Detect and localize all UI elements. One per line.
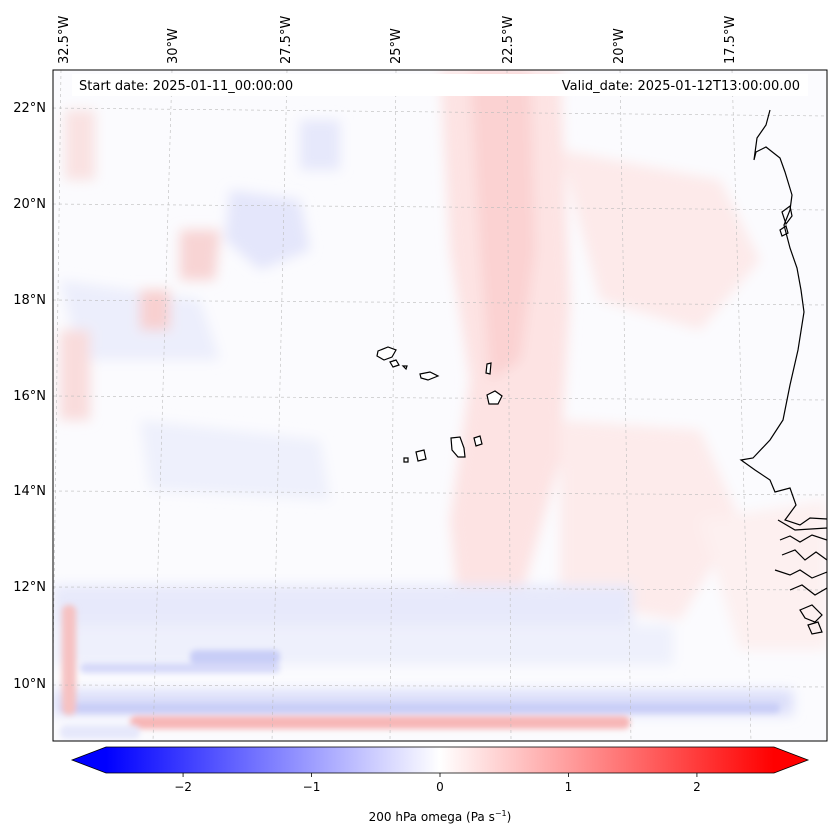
lat-label-18n: 18°N [13, 293, 46, 308]
island-santo-antao [376, 346, 397, 361]
valid-date-label: Valid_date: 2025-01-12T13:00:00.00 [562, 79, 800, 94]
lat-label-14n: 14°N [13, 484, 46, 499]
start-date-box [72, 74, 318, 96]
map-panel: Start date: 2025-01-11_00:00:00 Valid_da… [53, 70, 827, 741]
map-frame [52, 69, 828, 742]
colorbar-title: 200 hPa omega (Pa s−1) [369, 809, 512, 824]
omega-field-detail [60, 605, 780, 739]
colorbar-tick-label: 1 [565, 780, 573, 794]
lon-label-20w: 20°W [612, 28, 627, 64]
lat-label-22n: 22°N [13, 101, 46, 116]
island-santiago [450, 436, 466, 458]
island-fogo [415, 449, 427, 462]
lat-label-16n: 16°N [13, 389, 46, 404]
island-santa-luzia [401, 365, 408, 371]
island-maio [473, 435, 483, 447]
colorbar-tick-label: 2 [693, 780, 701, 794]
colorbar-tick-label: 0 [436, 780, 444, 794]
island-sao-nicolau [419, 371, 440, 381]
start-date-label: Start date: 2025-01-11_00:00:00 [79, 79, 293, 94]
colorbar: −2 −1 0 1 2 200 hPa omega (Pa s−1) [70, 746, 810, 824]
lon-label-32-5w: 32.5°W [57, 16, 72, 64]
lon-label-22-5w: 22.5°W [501, 16, 516, 64]
valid-date-box [318, 74, 808, 96]
longitude-labels: 32.5°W 30°W 27.5°W 25°W 22.5°W 20°W 17.5… [57, 16, 738, 64]
africa-coastline [739, 109, 827, 635]
omega-field [53, 70, 827, 715]
island-boa-vista [486, 390, 503, 405]
lon-label-17-5w: 17.5°W [723, 16, 738, 64]
colorbar-outline [70, 746, 810, 774]
colorbar-min-extend [72, 747, 106, 773]
lon-label-30w: 30°W [166, 28, 181, 64]
cape-verde-islands [376, 346, 503, 463]
colorbar-tick-label: −2 [174, 780, 192, 794]
colorbar-ticks: −2 −1 0 1 2 [174, 773, 701, 794]
colorbar-gradient [106, 747, 774, 773]
latitude-labels: 22°N 20°N 18°N 16°N 14°N 12°N 10°N [13, 101, 46, 692]
island-sao-vicente [389, 359, 400, 368]
lat-label-10n: 10°N [13, 677, 46, 692]
island-brava [403, 457, 409, 463]
lon-label-27-5w: 27.5°W [279, 16, 294, 64]
lon-label-25w: 25°W [389, 28, 404, 64]
lat-label-12n: 12°N [13, 580, 46, 595]
island-sal [485, 362, 492, 375]
lat-label-20n: 20°N [13, 197, 46, 212]
colorbar-tick-label: −1 [303, 780, 321, 794]
colorbar-max-extend [774, 747, 808, 773]
